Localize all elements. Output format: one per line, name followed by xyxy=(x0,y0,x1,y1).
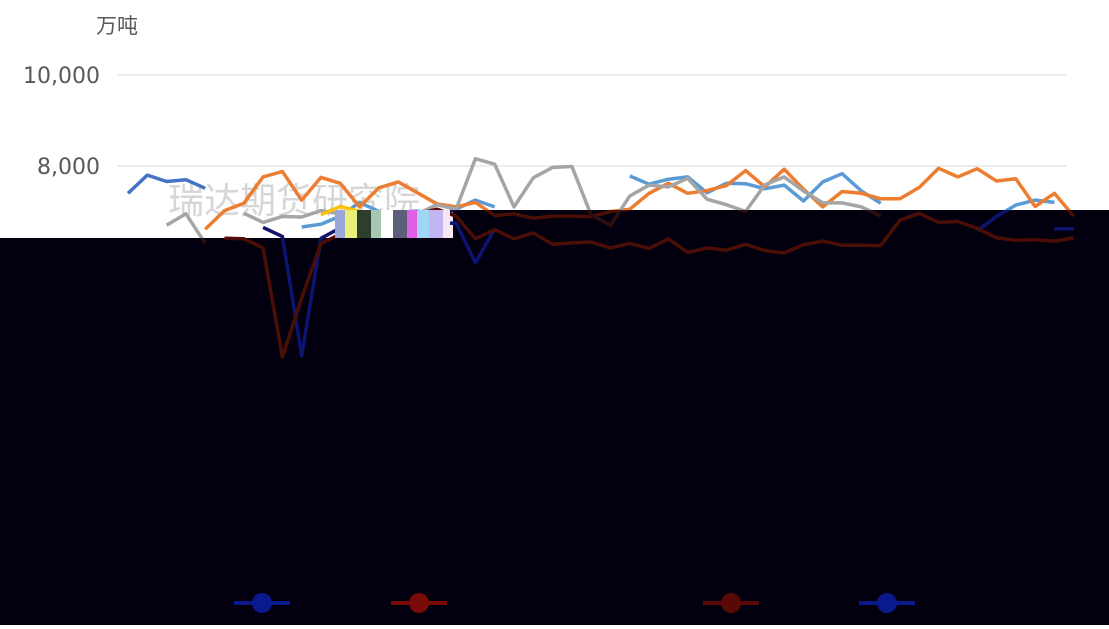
glitch-strip xyxy=(381,210,393,238)
glitch-strip xyxy=(335,210,345,238)
glitch-strip xyxy=(371,210,381,238)
y-tick-labels: 8,000 10,000 xyxy=(23,64,100,180)
glitch-artifact xyxy=(335,210,453,238)
grid-layer xyxy=(118,74,1066,167)
series-line-3 xyxy=(203,166,1076,231)
dark-overlay-panel xyxy=(0,238,1109,625)
series-line-1 xyxy=(126,173,206,195)
y-tick-label: 8,000 xyxy=(37,155,100,180)
glitch-strip xyxy=(345,210,357,238)
glitch-strip xyxy=(443,210,453,238)
dark-overlay-strip xyxy=(450,210,1109,240)
y-tick-label: 10,000 xyxy=(23,64,100,89)
glitch-strip xyxy=(429,210,443,238)
y-axis-unit-label: 万吨 xyxy=(96,14,138,38)
glitch-strip xyxy=(417,210,429,238)
glitch-strip xyxy=(407,210,417,238)
glitch-strip xyxy=(393,210,407,238)
glitch-strip xyxy=(357,210,371,238)
